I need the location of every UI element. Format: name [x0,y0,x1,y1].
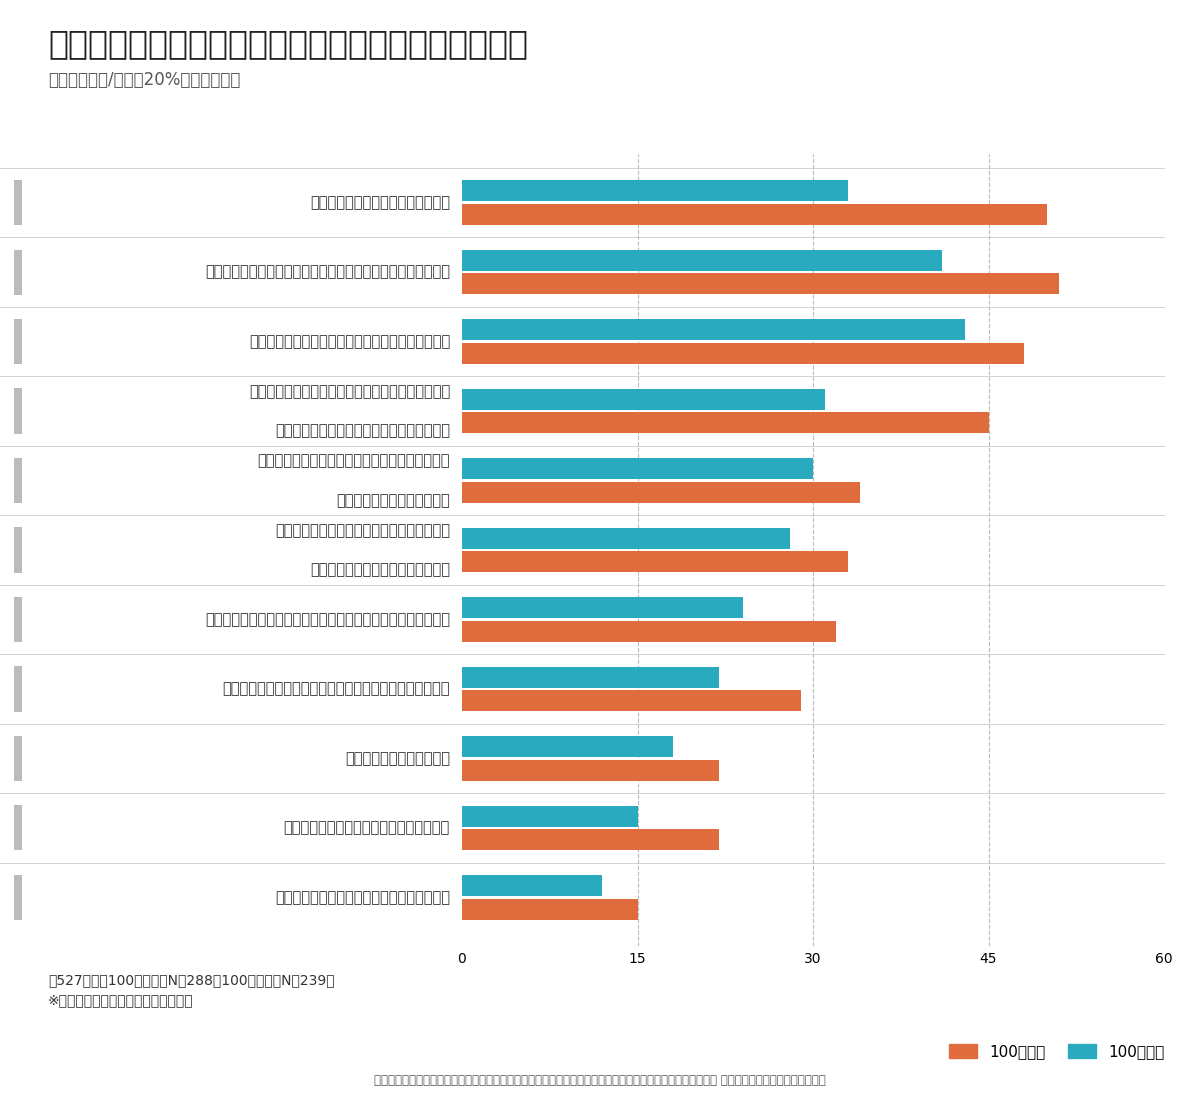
Text: 定期的な面談による両立支援プランの改定: 定期的な面談による両立支援プランの改定 [283,821,450,835]
Text: 人事労務担当者や上司・同僚、産業保健スタッフ、: 人事労務担当者や上司・同僚、産業保健スタッフ、 [248,384,450,399]
Bar [462,805,637,826]
Bar [462,343,1024,364]
Bar [462,760,720,781]
Text: 相談窓口について十分に説明を行う: 相談窓口について十分に説明を行う [310,562,450,578]
Bar [462,180,848,201]
Bar [462,459,814,480]
Text: 休職中に職場とのコミュニケーションが取れる体制づくり: 休職中に職場とのコミュニケーションが取れる体制づくり [222,681,450,696]
Bar [462,388,824,409]
Text: 上司や人事、保険担当者などと定期的に相談できる場を設ける: 上司や人事、保険担当者などと定期的に相談できる場を設ける [205,612,450,627]
Text: 気兼ねせずにすむ体制づくり: 気兼ねせずにすむ体制づくり [336,493,450,508]
Text: 上司から部下への働きかけを行うための研修: 上司から部下への働きかけを行うための研修 [275,890,450,905]
Text: がんと診断された従業員への具体的な配慮・取り組み: がんと診断された従業員への具体的な配慮・取り組み [48,28,528,60]
Text: 業務内容や職種、勤務地などの変更: 業務内容や職種、勤務地などの変更 [310,195,450,210]
Bar [462,620,836,641]
Bar [462,691,802,712]
Bar [462,250,942,271]
Legend: 100人以上, 100人未満: 100人以上, 100人未満 [943,1037,1170,1065]
Bar [462,829,720,850]
Text: 出典：がん対策推進企業等連携事業における調査（がん検診受診率の現状調査、がん検診推進の取組み、及び がん患者の就労支援の実態調査）: 出典：がん対策推進企業等連携事業における調査（がん検診受診率の現状調査、がん検診… [374,1074,826,1087]
Text: （意向も含む/回答が20%以上のもの）: （意向も含む/回答が20%以上のもの） [48,72,240,89]
Bar [462,319,965,340]
Text: 急な体調変化で業務に支障が出るような場合にも: 急な体調変化で業務に支障が出るような場合にも [258,453,450,469]
Bar [462,551,848,572]
Bar [462,736,673,757]
Bar [462,899,637,920]
Bar [462,204,1046,224]
Bar [462,412,989,433]
Bar [462,667,720,688]
Text: ※「担当外なので分からない」を除く: ※「担当外なので分からない」を除く [48,993,193,1008]
Bar [462,528,790,549]
Text: 仕事を継続しながら治療を行うための制度や: 仕事を継続しながら治療を行うための制度や [275,522,450,538]
Text: 病気や体調を同僚・上司・関係者に伝えられるよう、サポート: 病気や体調を同僚・上司・関係者に伝えられるよう、サポート [205,265,450,279]
Text: がん治療をしながら仕事を継続してほしいと伝える: がん治療をしながら仕事を継続してほしいと伝える [248,334,450,349]
Bar [462,876,602,896]
Text: 全527対象（100人以上：N＝288、100人未満：N＝239）: 全527対象（100人以上：N＝288、100人未満：N＝239） [48,974,335,988]
Text: 「両立支援プラン」の策定: 「両立支援プラン」の策定 [346,751,450,766]
Bar [462,597,743,618]
Bar [462,274,1058,295]
Bar [462,482,859,503]
Text: 主治医などの情報共有のための仕組みづくり: 主治医などの情報共有のための仕組みづくり [275,424,450,439]
